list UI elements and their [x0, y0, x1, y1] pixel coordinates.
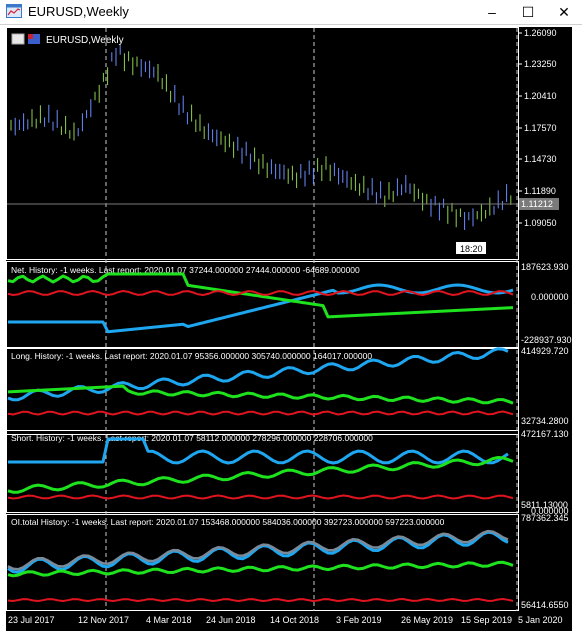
time-axis-label: 3 Feb 2019: [336, 615, 382, 625]
minimize-button[interactable]: –: [488, 4, 496, 20]
window-titlebar: EURUSD,Weekly – ☐ ✕: [0, 0, 582, 25]
oi-scale-mid: 0.000000: [531, 506, 569, 516]
indicator-lines: [7, 272, 514, 602]
time-axis-label: 14 Oct 2018: [270, 615, 319, 625]
oi-green-line: [7, 560, 514, 578]
net-blue-line: [8, 283, 514, 334]
time-axis-label: 23 Jul 2017: [8, 615, 55, 625]
chart-canvas[interactable]: EURUSD,Weekly 1.26090 1.23250 1.20410 1.175…: [6, 27, 572, 631]
net-red-line: [7, 290, 514, 296]
close-button[interactable]: ✕: [558, 4, 570, 20]
time-axis-label: 24 Jun 2018: [206, 615, 256, 625]
short-pane-border: [6, 430, 519, 513]
time-marker-box: [456, 242, 486, 254]
long-scale-bottom: 32734.2800: [521, 416, 569, 426]
net-scale-top: 187623.930: [521, 262, 569, 272]
current-price-tag: [519, 198, 559, 210]
time-axis-label: 5 Jan 2020: [518, 615, 563, 625]
time-axis-label: 4 Mar 2018: [146, 615, 192, 625]
time-axis-label: 12 Nov 2017: [78, 615, 129, 625]
chart-app-icon: [6, 4, 22, 18]
oi-scale-top: 787362.345: [521, 513, 569, 523]
net-indicator-caption: Net. History: -1 weeks. Last report: 202…: [11, 265, 360, 275]
price-tick-label: 1.17570: [524, 123, 557, 133]
price-tick-label: 1.20410: [524, 91, 557, 101]
short-indicator-caption: Short. History: -1 weeks. Last report: 2…: [11, 433, 373, 443]
oi-scale-bottom: 56414.6550: [521, 600, 569, 610]
period-separators: [105, 28, 518, 611]
price-tick-label: 1.14730: [524, 154, 557, 164]
time-axis: 23 Jul 2017 12 Nov 2017 4 Mar 2018 24 Jun 2…: [8, 615, 563, 625]
net-green-line: [7, 272, 514, 319]
long-scale-top: 414929.720: [521, 346, 569, 356]
net-pane-border: [6, 261, 519, 348]
chart-area[interactable]: EURUSD,Weekly 1.26090 1.23250 1.20410 1.175…: [6, 27, 572, 631]
price-pane-border: [6, 27, 519, 260]
price-tick-label: 1.23250: [524, 59, 557, 69]
oi-red-line: [7, 598, 514, 602]
price-bars: [10, 45, 512, 230]
short-blue-line: [8, 437, 509, 465]
price-tick-label: 1.26090: [524, 28, 557, 38]
time-axis-label: 26 May 2019: [401, 615, 453, 625]
net-scale-bottom: -228937.930: [521, 335, 572, 345]
time-axis-label: 15 Sep 2019: [461, 615, 512, 625]
short-red-line: [7, 494, 514, 500]
time-marker-label: 18:20: [460, 244, 483, 254]
window-icon: [11, 33, 25, 45]
price-tick-label: 1.11890: [524, 186, 556, 196]
short-green-line: [7, 456, 514, 494]
oi-gray-line: [7, 529, 509, 571]
oi-indicator-caption: OI.total History: -1 weeks. Last report:…: [11, 517, 445, 527]
long-blue-line: [7, 347, 509, 402]
symbol-label: EURUSD,Weekly: [46, 35, 124, 46]
net-scale-mid: 0.000000: [531, 292, 569, 302]
long-indicator-caption: Long. History: -1 weeks. Last report: 20…: [11, 351, 372, 361]
long-green-line: [7, 384, 514, 405]
long-pane-border: [6, 348, 519, 435]
window-title: EURUSD,Weekly: [28, 4, 129, 19]
price-tick-label: 1.09050: [524, 218, 557, 228]
flag-icon-corner: [28, 34, 33, 39]
long-red-line: [7, 410, 514, 416]
flag-icon: [28, 34, 40, 44]
oi-pane-border: [6, 514, 519, 611]
short-scale-bottom: 5811.13000: [521, 500, 568, 510]
price-scale: 1.26090 1.23250 1.20410 1.17570 1.14730 1.118…: [518, 28, 557, 228]
current-price-value: 1.11212: [521, 199, 553, 209]
maximize-button[interactable]: ☐: [521, 4, 535, 20]
short-scale-top: 472167.130: [521, 429, 569, 439]
price-chart-label: EURUSD,Weekly: [11, 33, 124, 46]
